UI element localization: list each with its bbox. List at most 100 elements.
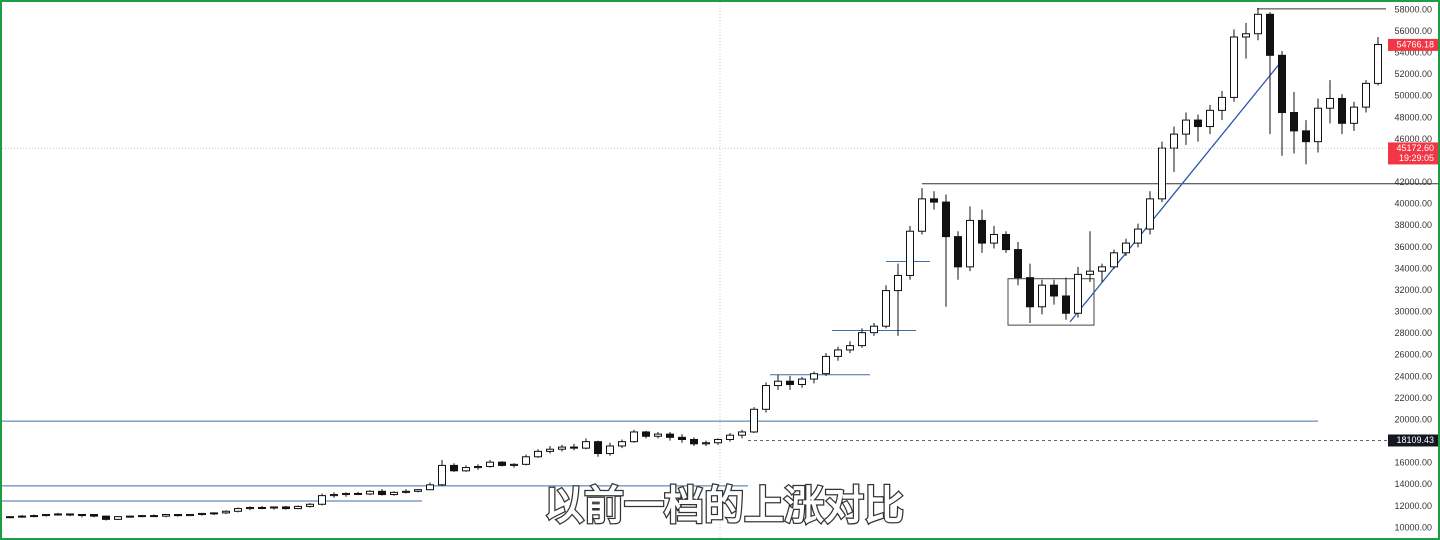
y-tick-label: 38000.00 [1394, 220, 1432, 230]
candle-body [90, 514, 98, 517]
y-tick-label: 10000.00 [1394, 522, 1432, 532]
candle-body [930, 198, 938, 203]
candle-body [978, 219, 986, 244]
candle-body [402, 490, 410, 493]
candle-body [54, 513, 62, 516]
candle-body [1038, 284, 1046, 308]
candle-body [102, 515, 110, 520]
candle-body [1062, 295, 1070, 314]
y-tick-label: 48000.00 [1394, 112, 1432, 122]
candle-body [1326, 97, 1334, 109]
candle-body [534, 450, 542, 458]
candle-body [150, 515, 158, 518]
candle-body [246, 506, 254, 510]
candle-body [258, 506, 266, 509]
caption: 以前一档的上涨对比 [544, 483, 904, 529]
candle-body [522, 456, 530, 465]
candle-body [1170, 133, 1178, 149]
candle-body [510, 463, 518, 466]
candle-body [630, 431, 638, 443]
candle-body [18, 515, 26, 518]
candle-body [114, 516, 122, 520]
candle-body [918, 198, 926, 232]
candle-body [486, 461, 494, 467]
candle-body [1362, 82, 1370, 108]
candle-body [1230, 36, 1238, 98]
candle-body [582, 441, 590, 449]
candle-body [618, 441, 626, 447]
candle-body [1278, 54, 1286, 114]
candle-body [462, 467, 470, 472]
candle-body [810, 373, 818, 380]
candle-body [942, 201, 950, 238]
price-tag-label: 54766.18 [1396, 39, 1434, 49]
candle-body [834, 349, 842, 357]
candle-body [198, 512, 206, 516]
candle-body [354, 492, 362, 495]
y-tick-label: 58000.00 [1394, 4, 1432, 14]
candle-body [666, 433, 674, 438]
y-tick-label: 16000.00 [1394, 458, 1432, 468]
candle-body [990, 233, 998, 244]
candle-body [42, 514, 50, 517]
candle-body [1314, 107, 1322, 143]
price-tag [1388, 142, 1438, 165]
y-tick-label: 22000.00 [1394, 393, 1432, 403]
candle-body [798, 378, 806, 385]
candle-body [222, 510, 230, 514]
y-tick-label: 40000.00 [1394, 199, 1432, 209]
candle-body [714, 439, 722, 444]
y-tick-label: 24000.00 [1394, 371, 1432, 381]
candle-body [774, 380, 782, 387]
candle-body [894, 274, 902, 292]
candle-body [1074, 273, 1082, 314]
candle-body [702, 442, 710, 445]
candle-body [6, 516, 14, 519]
candle-body [162, 514, 170, 517]
candle-body [294, 505, 302, 510]
trend-line [1069, 60, 1283, 323]
candle-body [450, 464, 458, 472]
y-tick-label: 42000.00 [1394, 177, 1432, 187]
candle-body [342, 492, 350, 496]
candle-body [474, 465, 482, 469]
candle-body [1182, 119, 1190, 135]
candle-body [558, 446, 566, 450]
y-tick-label: 56000.00 [1394, 26, 1432, 36]
y-tick-label: 26000.00 [1394, 350, 1432, 360]
candle-body [1002, 233, 1010, 251]
y-tick-label: 50000.00 [1394, 91, 1432, 101]
candle-body [186, 514, 194, 517]
candle-body [1194, 119, 1202, 128]
candle-body [858, 332, 866, 347]
price-tag [1388, 38, 1438, 51]
candle-body [1134, 228, 1142, 244]
y-tick-label: 32000.00 [1394, 285, 1432, 295]
candle-body [498, 461, 506, 466]
candle-body [1206, 109, 1214, 128]
candle-body [318, 495, 326, 505]
candle-body [546, 448, 554, 452]
candle-body [1086, 270, 1094, 275]
y-tick-label: 36000.00 [1394, 242, 1432, 252]
candle-body [1014, 249, 1022, 279]
candle-body [1266, 13, 1274, 56]
candle-body [1290, 112, 1298, 132]
candle-body [1110, 252, 1118, 268]
price-tag-label: 45172.60 [1396, 143, 1434, 153]
candle-body [366, 490, 374, 495]
candle-body [762, 385, 770, 410]
candle-body [78, 514, 86, 517]
y-tick-label: 34000.00 [1394, 263, 1432, 273]
candle-body [1146, 198, 1154, 230]
candle-body [678, 436, 686, 441]
candle-body [126, 515, 134, 518]
y-tick-label: 12000.00 [1394, 501, 1432, 511]
candle-body [30, 515, 38, 518]
candle-body [1374, 44, 1382, 84]
candle-body [330, 494, 338, 497]
candle-body [594, 441, 602, 455]
y-tick-label: 14000.00 [1394, 479, 1432, 489]
